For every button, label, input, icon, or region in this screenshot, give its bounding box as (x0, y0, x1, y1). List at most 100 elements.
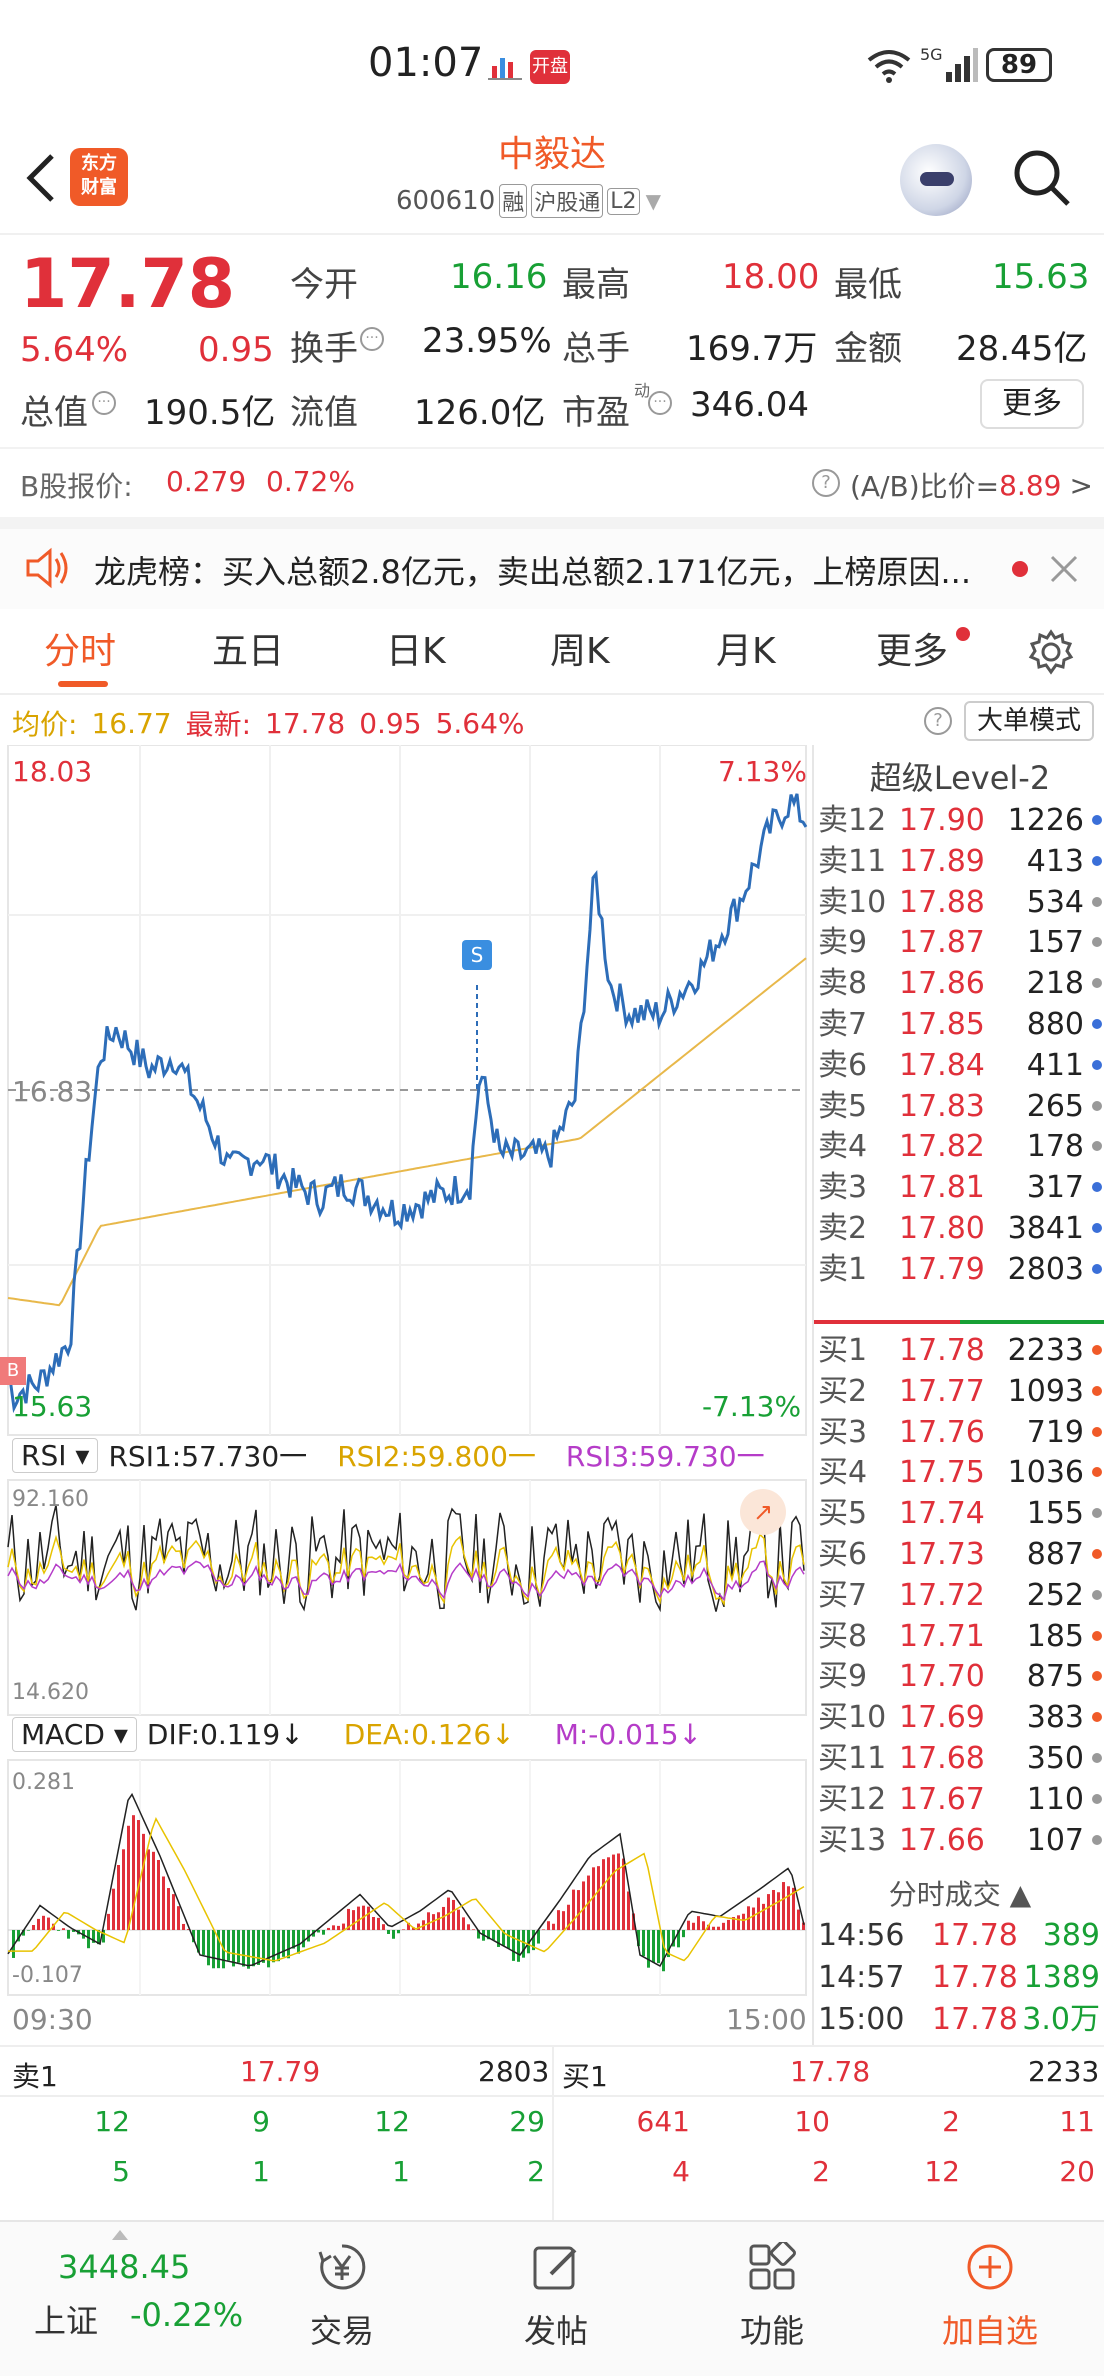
ticks-title[interactable]: 分时成交 ▲ (888, 1878, 1032, 1911)
amount-label: 金额 (834, 329, 902, 369)
ask-volume: 3841 (1007, 1211, 1084, 1246)
queue-cell: 20 (1059, 2155, 1095, 2188)
bid-row[interactable]: 买7 17.72 252 (814, 1575, 1104, 1616)
ask-row[interactable]: 卖3 17.81 317 (814, 1167, 1104, 1208)
post-tab[interactable]: 发帖 (456, 2222, 656, 2378)
index-ticker[interactable]: 3448.45 上证 -0.22% (0, 2222, 244, 2378)
macd-bar (127, 1825, 130, 1930)
macd-selector[interactable]: MACD ▾ (12, 1717, 137, 1752)
bid-dot (1092, 1712, 1102, 1723)
stock-code-row[interactable]: 600610 融 沪股通 L2 ▼ (396, 184, 661, 218)
expand-icon[interactable]: ↗ (740, 1489, 786, 1535)
info-icon[interactable]: ··· (648, 391, 672, 415)
battery-indicator: 89 (986, 48, 1052, 82)
bid-row[interactable]: 买6 17.73 887 (814, 1534, 1104, 1575)
amount-value: 28.45亿 (956, 329, 1088, 369)
app-logo[interactable]: 东方 财富 (70, 148, 128, 206)
buy-marker[interactable]: B (0, 1357, 26, 1385)
bid-row[interactable]: 买13 17.66 107 (814, 1820, 1104, 1861)
rsi-selector[interactable]: RSI ▾ (12, 1437, 99, 1473)
ask-row[interactable]: 卖8 17.86 218 (814, 963, 1104, 1004)
bid-price: 17.72 (899, 1577, 985, 1613)
ask-row[interactable]: 卖6 17.84 411 (814, 1045, 1104, 1086)
ask-row[interactable]: 卖1 17.79 2803 (814, 1249, 1104, 1290)
bid-divider (960, 1320, 1104, 1324)
ask-row[interactable]: 卖4 17.82 178 (814, 1126, 1104, 1167)
ask-dot (1092, 937, 1102, 948)
bid-price: 17.70 (899, 1659, 985, 1695)
bid-row[interactable]: 买10 17.69 383 (814, 1697, 1104, 1738)
bid-row[interactable]: 买12 17.67 110 (814, 1779, 1104, 1820)
macd-bar (497, 1930, 500, 1947)
tab-intraday[interactable]: 分时 (44, 631, 117, 672)
function-tab[interactable]: 功能 (672, 2222, 872, 2378)
macd-bar (742, 1913, 745, 1930)
dragon-tiger-banner[interactable]: 龙虎榜：买入总额2.8亿元，卖出总额2.171亿元，上榜原因... (0, 517, 1104, 609)
settings-gear-icon[interactable] (1028, 629, 1074, 675)
macd-bar (392, 1930, 395, 1939)
queue-cell: 12 (924, 2155, 960, 2188)
bid-dot (1092, 1385, 1102, 1396)
ask-row[interactable]: 卖2 17.80 3841 (814, 1208, 1104, 1249)
more-button[interactable]: 更多 (980, 379, 1084, 429)
info-icon[interactable]: ··· (360, 327, 384, 351)
queue-cell: 12 (94, 2105, 130, 2138)
trade-tab[interactable]: 交易 (242, 2222, 442, 2378)
sell-marker[interactable]: S (462, 940, 492, 970)
chart-canvas[interactable] (0, 744, 812, 2045)
bid-volume: 719 (1026, 1414, 1084, 1450)
ask-row[interactable]: 卖11 17.89 413 (814, 841, 1104, 882)
bid-label: 买5 (818, 1496, 868, 1532)
tab-weekly-k[interactable]: 周K (550, 631, 610, 672)
queue-cell: 29 (509, 2105, 545, 2138)
pe-value: 346.04 (690, 385, 809, 425)
ask-row[interactable]: 卖12 17.90 1226 (814, 800, 1104, 841)
add-watchlist-tab[interactable]: 加自选 (890, 2222, 1090, 2378)
bid-row[interactable]: 买4 17.75 1036 (814, 1452, 1104, 1493)
bid-dot (1092, 1549, 1102, 1559)
macd-bar (32, 1925, 35, 1930)
ask-row[interactable]: 卖5 17.83 265 (814, 1086, 1104, 1127)
macd-bar (532, 1930, 535, 1951)
tab-daily-k[interactable]: 日K (386, 631, 446, 672)
help-icon[interactable]: ? (924, 707, 952, 735)
rsi-bottom-value: 14.620 (12, 1680, 89, 1705)
big-order-mode-button[interactable]: 大单模式 (964, 701, 1094, 741)
search-icon[interactable] (1010, 146, 1074, 210)
info-icon[interactable]: ··· (92, 391, 116, 415)
tab-more[interactable]: 更多 (876, 631, 949, 672)
bid-row[interactable]: 买2 17.77 1093 (814, 1371, 1104, 1412)
tick-price: 17.78 (932, 1918, 1018, 1953)
ask-row[interactable]: 卖9 17.87 157 (814, 922, 1104, 963)
b-share-row[interactable]: B股报价: 0.279 0.72% ? (A/B)比价= 8.89 > (0, 447, 1104, 517)
help-icon[interactable]: ? (812, 469, 840, 497)
macd-bar (412, 1927, 415, 1930)
bid-row[interactable]: 买9 17.70 875 (814, 1656, 1104, 1697)
macd-bar (487, 1930, 490, 1940)
bid-row[interactable]: 买3 17.76 719 (814, 1412, 1104, 1453)
bid-row[interactable]: 买11 17.68 350 (814, 1738, 1104, 1779)
ask-label: 卖2 (818, 1211, 868, 1246)
macd-bar (162, 1876, 165, 1930)
macd-bar (172, 1894, 175, 1930)
macd-bar (212, 1930, 215, 1969)
macd-bar (247, 1930, 250, 1969)
level2-title[interactable]: 超级Level-2 (869, 759, 1051, 797)
ask-row[interactable]: 卖10 17.88 534 (814, 882, 1104, 923)
bid-row[interactable]: 买5 17.74 155 (814, 1493, 1104, 1534)
robot-assistant-icon[interactable] (900, 144, 972, 216)
index-pct: -0.22% (130, 2296, 244, 2334)
bid-label: 买11 (818, 1741, 887, 1776)
bid-label: 买10 (818, 1700, 887, 1736)
tick-volume: 389 (1042, 1918, 1100, 1953)
ask-row[interactable]: 卖7 17.85 880 (814, 1004, 1104, 1045)
tab-monthly-k[interactable]: 月K (716, 631, 776, 672)
back-arrow-icon[interactable] (18, 150, 68, 206)
macd-header: MACD ▾ DIF:0.119↓ DEA:0.126↓ M:-0.015↓ (12, 1717, 702, 1752)
close-icon[interactable] (1046, 551, 1082, 587)
bid-row[interactable]: 买8 17.71 185 (814, 1616, 1104, 1657)
intraday-chart[interactable]: 18.03 7.13% 16.83 15.63 -7.13% S B RSI ▾… (0, 744, 812, 2045)
more-red-dot (956, 627, 970, 641)
bid-row[interactable]: 买1 17.78 2233 (814, 1330, 1104, 1371)
tab-five-day[interactable]: 五日 (212, 631, 285, 672)
